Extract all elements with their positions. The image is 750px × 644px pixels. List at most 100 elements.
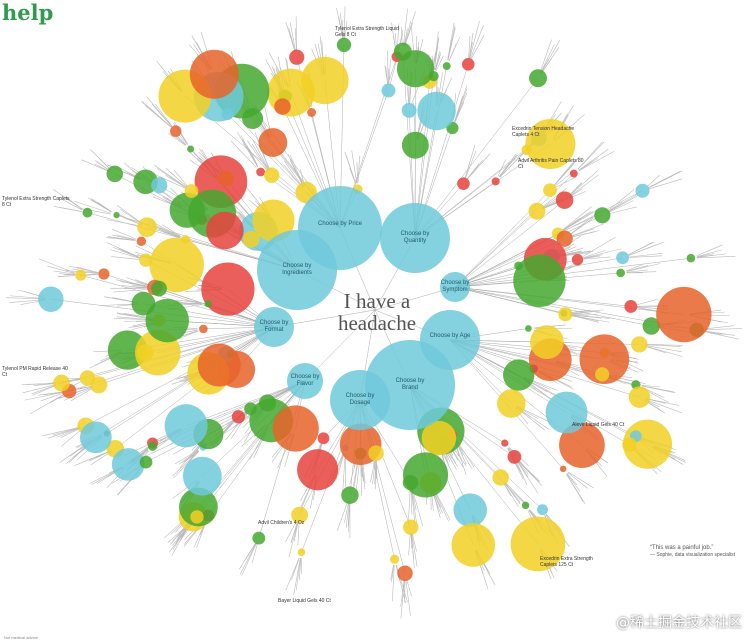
- leaf: [115, 279, 149, 287]
- leaf: [128, 283, 149, 287]
- node: [242, 107, 264, 129]
- node: [545, 391, 588, 434]
- leaf: [541, 187, 568, 208]
- leaf: [126, 277, 150, 286]
- node: [149, 237, 204, 293]
- branch: [449, 339, 648, 445]
- leaf: [433, 31, 439, 71]
- node: [513, 254, 566, 307]
- node: [79, 421, 112, 454]
- leaf: [47, 265, 75, 274]
- hub: [380, 203, 450, 273]
- leaf: [434, 36, 440, 71]
- node: [197, 343, 241, 387]
- leaf: [454, 85, 468, 123]
- branch: [454, 286, 652, 327]
- leaf: [641, 384, 661, 388]
- node: [190, 510, 204, 524]
- leaf: [696, 244, 723, 257]
- node: [529, 69, 547, 88]
- leaf: [405, 579, 411, 616]
- leaf: [370, 459, 376, 483]
- leaf: [295, 558, 301, 591]
- leaf: [400, 26, 403, 46]
- leaf: [342, 453, 346, 493]
- leaf: [294, 28, 297, 52]
- node: [272, 405, 319, 452]
- leaf: [553, 156, 580, 186]
- leaf: [120, 209, 143, 225]
- leaf: [60, 428, 81, 438]
- leaf: [503, 482, 521, 505]
- leaf: [465, 151, 477, 179]
- hub: [287, 363, 323, 399]
- leaf: [411, 488, 418, 526]
- node: [258, 394, 277, 412]
- leaf: [239, 543, 257, 575]
- leaf: [152, 225, 181, 238]
- leaf: [290, 520, 299, 544]
- node: [635, 183, 650, 198]
- leaf: [21, 382, 56, 385]
- node: [204, 300, 212, 308]
- hub: [254, 307, 294, 347]
- node: [264, 167, 280, 183]
- node: [145, 298, 189, 343]
- leaf: [283, 160, 303, 188]
- leaf: [94, 163, 110, 172]
- leaf: [566, 473, 578, 486]
- leaf: [297, 520, 300, 546]
- node: [106, 165, 123, 183]
- node: [559, 422, 605, 468]
- node: [221, 108, 234, 121]
- node: [628, 386, 651, 408]
- leaf: [112, 234, 136, 241]
- leaf: [42, 426, 80, 437]
- leaf: [464, 144, 476, 179]
- leaf: [468, 33, 474, 59]
- leaf: [110, 249, 141, 259]
- node: [307, 108, 317, 117]
- node: [189, 49, 239, 99]
- leaf: [38, 258, 76, 274]
- leaf: [702, 330, 739, 340]
- leaf: [99, 303, 138, 306]
- leaf: [61, 429, 82, 447]
- node: [556, 230, 573, 247]
- center-label: I have a headache: [337, 289, 417, 335]
- leaf: [295, 16, 297, 52]
- leaf: [608, 206, 638, 215]
- leaf: [577, 141, 603, 170]
- leaf: [71, 268, 99, 274]
- branch: [145, 380, 306, 463]
- hub-label: Choose by Age: [429, 333, 471, 339]
- leaf: [385, 66, 389, 85]
- leaf: [607, 202, 623, 213]
- leaf: [467, 153, 491, 180]
- branch: [454, 257, 691, 288]
- leaf: [641, 385, 676, 394]
- quote-author: — Sophie, data visualization specialist: [650, 552, 736, 558]
- leaf: [539, 39, 552, 73]
- leaf: [357, 155, 360, 184]
- leaf: [517, 461, 539, 494]
- leaf: [454, 102, 465, 123]
- leaf: [400, 579, 405, 619]
- leaf: [648, 178, 683, 190]
- branch: [454, 286, 566, 315]
- leaf: [577, 141, 605, 170]
- leaf: [571, 310, 600, 315]
- leaf: [106, 219, 142, 227]
- leaf: [503, 482, 512, 497]
- leaf: [285, 557, 300, 591]
- leaf: [154, 174, 187, 189]
- leaf: [411, 532, 417, 552]
- node: [501, 439, 509, 447]
- node: [569, 169, 578, 178]
- leaf: [289, 155, 305, 187]
- leaf: [696, 256, 736, 259]
- branch: [80, 274, 275, 328]
- node: [199, 324, 208, 334]
